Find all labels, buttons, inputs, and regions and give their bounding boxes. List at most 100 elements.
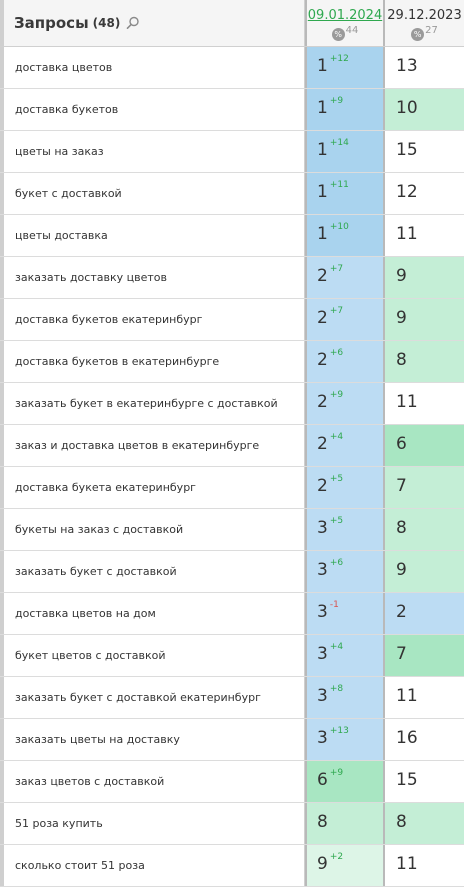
percent-value-2: 27 [425,25,438,36]
position-cell-current: 3 +8 [305,677,385,718]
table-row: заказать букет в екатеринбурге с доставк… [0,383,464,425]
query-cell[interactable]: заказать доставку цветов [0,257,305,298]
position-cell-previous: 11 [385,215,464,256]
table-row: букеты на заказ с доставкой 3 +5 8 [0,509,464,551]
table-row: заказать букет с доставкой 3 +6 9 [0,551,464,593]
query-cell[interactable]: цветы на заказ [0,131,305,172]
position-change: +6 [329,558,344,568]
query-cell[interactable]: заказать цветы на доставку [0,719,305,760]
position-change: +9 [329,768,344,778]
table-row: заказ и доставка цветов в екатеринбурге 2… [0,425,464,467]
position-cell-previous: 2 [385,593,464,634]
position-cell-previous: 11 [385,845,464,886]
position-cell-previous: 9 [385,257,464,298]
query-cell[interactable]: доставка цветов [0,47,305,88]
position-cell-current: 9 +2 [305,845,385,886]
query-cell[interactable]: заказ и доставка цветов в екатеринбурге [0,425,305,466]
query-cell[interactable]: букет с доставкой [0,173,305,214]
position-value: 3 [317,518,328,538]
position-cell-previous: 12 [385,173,464,214]
position-cell-previous: 9 [385,299,464,340]
search-icon[interactable] [126,16,140,30]
position-value: 2 [317,308,328,328]
position-value: 9 [317,854,328,874]
query-cell[interactable]: доставка букета екатеринбург [0,467,305,508]
position-cell-previous: 15 [385,761,464,802]
position-cell-previous: 10 [385,89,464,130]
position-change: +13 [329,726,349,736]
position-value: 11 [396,686,418,706]
table-row: букет цветов с доставкой 3 +4 7 [0,635,464,677]
table-row: доставка букетов 1 +9 10 [0,89,464,131]
position-cell-current: 2 +7 [305,299,385,340]
query-cell[interactable]: букеты на заказ с доставкой [0,509,305,550]
table-row: доставка букета екатеринбург 2 +5 7 [0,467,464,509]
position-change: +14 [329,138,349,148]
query-cell[interactable]: доставка букетов в екатеринбурге [0,341,305,382]
position-change: +11 [329,180,349,190]
position-value: 3 [317,560,328,580]
position-cell-current: 3 +5 [305,509,385,550]
position-value: 3 [317,728,328,748]
position-value: 3 [317,686,328,706]
position-value: 1 [317,224,328,244]
position-cell-current: 3 +13 [305,719,385,760]
position-cell-previous: 7 [385,467,464,508]
percent-icon: % [411,28,425,41]
position-cell-previous: 15 [385,131,464,172]
query-cell[interactable]: доставка букетов [0,89,305,130]
position-cell-current: 3 +6 [305,551,385,592]
query-cell[interactable]: сколько стоит 51 роза [0,845,305,886]
table-row: доставка букетов екатеринбург 2 +7 9 [0,299,464,341]
position-cell-previous: 7 [385,635,464,676]
position-value: 7 [396,644,407,664]
table-header: Запросы (48) 09.01.2024 % 44 29.12.2023 … [0,0,464,47]
position-value: 9 [396,308,407,328]
position-cell-previous: 16 [385,719,464,760]
query-cell[interactable]: букет цветов с доставкой [0,635,305,676]
position-value: 16 [396,728,418,748]
position-change: +5 [329,516,344,526]
position-cell-previous: 6 [385,425,464,466]
position-value: 2 [317,392,328,412]
position-value: 2 [317,434,328,454]
query-cell[interactable]: заказ цветов с доставкой [0,761,305,802]
position-cell-previous: 13 [385,47,464,88]
query-cell[interactable]: заказать букет с доставкой екатеринбург [0,677,305,718]
position-value: 2 [396,602,407,622]
date-label-1[interactable]: 09.01.2024 [307,8,383,23]
position-change: +4 [329,432,344,442]
percent-icon: % [331,28,345,41]
position-value: 7 [396,476,407,496]
query-cell[interactable]: доставка цветов на дом [0,593,305,634]
position-value: 9 [396,560,407,580]
query-cell[interactable]: заказать букет с доставкой [0,551,305,592]
query-cell[interactable]: 51 роза купить [0,803,305,844]
position-value: 2 [317,350,328,370]
table-row: заказать букет с доставкой екатеринбург 3… [0,677,464,719]
position-cell-previous: 8 [385,803,464,844]
position-change: +7 [329,264,344,274]
query-cell[interactable]: цветы доставка [0,215,305,256]
position-change: +4 [329,642,344,652]
position-cell-current: 2 +6 [305,341,385,382]
position-value: 15 [396,140,418,160]
position-change: +9 [329,96,344,106]
position-value: 11 [396,854,418,874]
position-value: 1 [317,56,328,76]
position-change: +5 [329,474,344,484]
position-cell-current: 1 +12 [305,47,385,88]
queries-title: Запросы [14,14,89,32]
position-value: 15 [396,770,418,790]
date-column-header-1[interactable]: 09.01.2024 % 44 [305,0,385,46]
table-row: сколько стоит 51 роза 9 +2 11 [0,845,464,887]
query-cell[interactable]: доставка букетов екатеринбург [0,299,305,340]
position-cell-current: 1 +9 [305,89,385,130]
position-value: 3 [317,602,328,622]
query-cell[interactable]: заказать букет в екатеринбурге с доставк… [0,383,305,424]
position-cell-current: 6 +9 [305,761,385,802]
date-column-header-2[interactable]: 29.12.2023 % 27 [385,0,464,46]
date-label-2[interactable]: 29.12.2023 [387,8,462,23]
position-cell-current: 1 +11 [305,173,385,214]
